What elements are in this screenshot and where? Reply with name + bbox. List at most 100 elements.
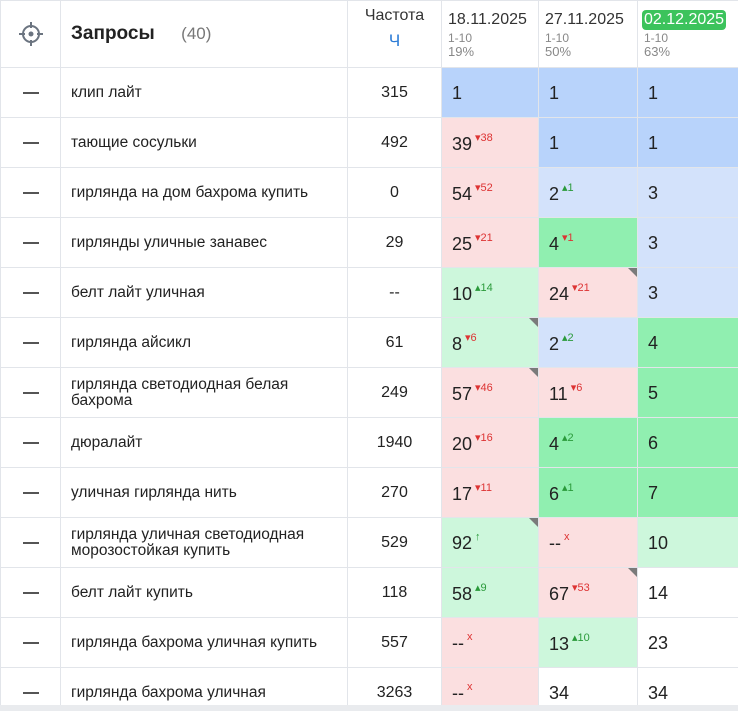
position-cell[interactable]: 92 ↑ [441, 517, 539, 568]
position-cell[interactable]: 1 [538, 67, 638, 118]
position-cell[interactable]: 5 [637, 367, 738, 418]
row-remove-cell[interactable] [0, 167, 61, 218]
position-cell[interactable]: 39 ▾38 [441, 117, 539, 168]
table-row[interactable]: гирлянда светодиодная белая бахрома 249 57… [0, 367, 738, 418]
position-cell[interactable]: 58 ▴9 [441, 567, 539, 618]
position-cell[interactable]: 3 [637, 167, 738, 218]
position-cell[interactable]: 11 ▾6 [538, 367, 638, 418]
query-text[interactable]: гирлянда айсикл [60, 317, 348, 368]
row-remove-cell[interactable] [0, 517, 61, 568]
row-remove-cell[interactable] [0, 367, 61, 418]
minus-icon[interactable] [1, 191, 60, 194]
row-remove-cell[interactable] [0, 567, 61, 618]
crosshair-icon[interactable] [1, 1, 60, 67]
position-cell[interactable]: 57 ▾46 [441, 367, 539, 418]
date-header-2[interactable]: 27.11.2025 1-10 50% [538, 0, 638, 68]
table-row[interactable]: гирлянда бахрома уличная купить 557 -- x 13 ▴… [0, 617, 738, 668]
date-header-1[interactable]: 18.11.2025 1-10 19% [441, 0, 539, 68]
frequency-header[interactable]: Частота Ч [347, 0, 442, 68]
query-text[interactable]: белт лайт уличная [60, 267, 348, 318]
position-cell[interactable]: 2 ▴1 [538, 167, 638, 218]
position-cell[interactable]: 8 ▾6 [441, 317, 539, 368]
table-row[interactable]: белт лайт купить 118 58 ▴9 67 ▾53 14 [0, 567, 738, 618]
position-cell[interactable]: 1 [637, 117, 738, 168]
minus-icon[interactable] [1, 391, 60, 394]
position-cell[interactable]: 6 [637, 417, 738, 468]
position-cell[interactable]: 3 [637, 217, 738, 268]
position-cell[interactable]: 23 [637, 617, 738, 668]
table-row[interactable]: гирлянда на дом бахрома купить 0 54 ▾52 2 ▴1 3 [0, 167, 738, 218]
position-cell[interactable]: 4 ▾1 [538, 217, 638, 268]
query-text[interactable]: гирлянда светодиодная белая бахрома [60, 367, 348, 418]
query-text[interactable]: гирлянда уличная светодиодная морозостой… [60, 517, 348, 568]
position-cell[interactable]: 3 [637, 267, 738, 318]
frequency-value: 118 [347, 567, 442, 618]
table-row[interactable]: дюралайт 1940 20 ▾16 4 ▴2 6 [0, 417, 738, 468]
position-cell[interactable]: 13 ▴10 [538, 617, 638, 668]
row-remove-cell[interactable] [0, 67, 61, 118]
row-remove-cell[interactable] [0, 617, 61, 668]
table-row[interactable]: гирлянда уличная светодиодная морозостой… [0, 517, 738, 568]
minus-icon[interactable] [1, 641, 60, 644]
query-text[interactable]: тающие сосульки [60, 117, 348, 168]
position-cell[interactable]: 20 ▾16 [441, 417, 539, 468]
position-cell[interactable]: 34 [538, 667, 638, 711]
position-cell[interactable]: 54 ▾52 [441, 167, 539, 218]
query-text[interactable]: клип лайт [60, 67, 348, 118]
minus-icon[interactable] [1, 291, 60, 294]
row-remove-cell[interactable] [0, 267, 61, 318]
table-row[interactable]: клип лайт 315 1 1 1 [0, 67, 738, 118]
header-target-cell[interactable] [0, 0, 61, 68]
position-cell[interactable]: 67 ▾53 [538, 567, 638, 618]
row-remove-cell[interactable] [0, 317, 61, 368]
table-row[interactable]: гирлянда айсикл 61 8 ▾6 2 ▴2 4 [0, 317, 738, 368]
date-header-3[interactable]: 02.12.2025 1-10 63% [637, 0, 738, 68]
position-cell[interactable]: 4 ▴2 [538, 417, 638, 468]
table-row[interactable]: гирлянды уличные занавес 29 25 ▾21 4 ▾1 3 [0, 217, 738, 268]
position-cell[interactable]: 2 ▴2 [538, 317, 638, 368]
minus-icon[interactable] [1, 591, 60, 594]
query-text[interactable]: белт лайт купить [60, 567, 348, 618]
row-remove-cell[interactable] [0, 117, 61, 168]
position-cell[interactable]: 7 [637, 467, 738, 518]
minus-icon[interactable] [1, 541, 60, 544]
position-cell[interactable]: 1 [538, 117, 638, 168]
row-remove-cell[interactable] [0, 217, 61, 268]
query-text[interactable]: гирлянда бахрома уличная купить [60, 617, 348, 668]
position-cell[interactable]: 4 [637, 317, 738, 368]
position-cell[interactable]: 25 ▾21 [441, 217, 539, 268]
minus-icon[interactable] [1, 691, 60, 694]
query-text[interactable]: гирлянда бахрома уличная [60, 667, 348, 711]
query-text[interactable]: гирлянда на дом бахрома купить [60, 167, 348, 218]
query-text[interactable]: уличная гирлянда нить [60, 467, 348, 518]
table-row[interactable]: тающие сосульки 492 39 ▾38 1 1 [0, 117, 738, 168]
position-cell[interactable]: 6 ▴1 [538, 467, 638, 518]
minus-icon[interactable] [1, 141, 60, 144]
table-row[interactable]: гирлянда бахрома уличная 3263 -- x 34 34 [0, 667, 738, 711]
minus-icon[interactable] [1, 441, 60, 444]
frequency-unit-toggle[interactable]: Ч [388, 31, 401, 50]
position-cell[interactable]: 24 ▾21 [538, 267, 638, 318]
queries-header[interactable]: Запросы (40) [60, 0, 348, 68]
position-cell[interactable]: -- x [538, 517, 638, 568]
position-cell[interactable]: 14 [637, 567, 738, 618]
minus-icon[interactable] [1, 491, 60, 494]
query-text[interactable]: дюралайт [60, 417, 348, 468]
row-remove-cell[interactable] [0, 667, 61, 711]
row-remove-cell[interactable] [0, 417, 61, 468]
table-row[interactable]: уличная гирлянда нить 270 17 ▾11 6 ▴1 7 [0, 467, 738, 518]
position-cell[interactable]: -- x [441, 617, 539, 668]
minus-icon[interactable] [1, 241, 60, 244]
row-remove-cell[interactable] [0, 467, 61, 518]
position-cell[interactable]: 10 [637, 517, 738, 568]
position-cell[interactable]: 10 ▴14 [441, 267, 539, 318]
position-cell[interactable]: 34 [637, 667, 738, 711]
minus-icon[interactable] [1, 91, 60, 94]
position-cell[interactable]: 1 [441, 67, 539, 118]
query-text[interactable]: гирлянды уличные занавес [60, 217, 348, 268]
position-value: 25 [452, 233, 473, 254]
position-cell[interactable]: 1 [637, 67, 738, 118]
table-row[interactable]: белт лайт уличная -- 10 ▴14 24 ▾21 3 [0, 267, 738, 318]
position-cell[interactable]: 17 ▾11 [441, 467, 539, 518]
minus-icon[interactable] [1, 341, 60, 344]
